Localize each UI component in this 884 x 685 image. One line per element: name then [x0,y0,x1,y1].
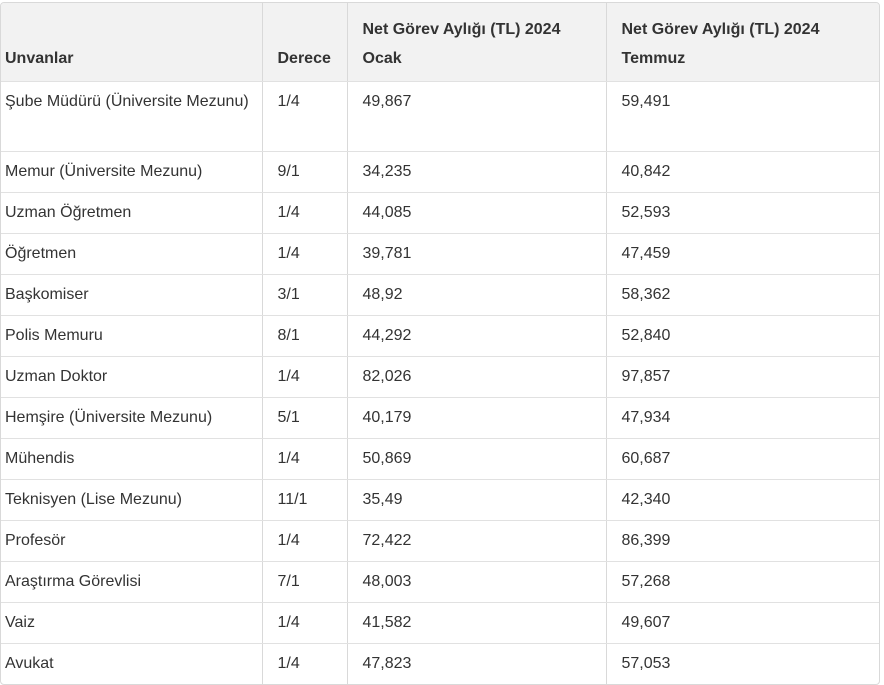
derece-cell: 3/1 [262,274,348,316]
unvan-cell: Polis Memuru [1,315,263,357]
temmuz-cell: 47,459 [606,233,879,275]
temmuz-cell: 57,268 [606,561,879,603]
temmuz-cell: 97,857 [606,356,879,398]
unvan-cell: Şube Müdürü (Üniversite Mezunu) [1,81,263,152]
unvan-cell: Avukat [1,643,263,684]
derece-cell: 7/1 [262,561,348,603]
temmuz-cell: 60,687 [606,438,879,480]
table-row: Başkomiser 3/1 48,92 58,362 [1,274,879,316]
header-unvanlar: Unvanlar [1,3,263,82]
ocak-cell: 40,179 [347,397,607,439]
unvan-cell: Hemşire (Üniversite Mezunu) [1,397,263,439]
unvan-cell: Uzman Öğretmen [1,192,263,234]
derece-cell: 1/4 [262,192,348,234]
temmuz-cell: 40,842 [606,151,879,193]
ocak-cell: 82,026 [347,356,607,398]
ocak-cell: 34,235 [347,151,607,193]
ocak-cell: 48,003 [347,561,607,603]
unvan-cell: Profesör [1,520,263,562]
unvan-cell: Uzman Doktor [1,356,263,398]
unvan-cell: Teknisyen (Lise Mezunu) [1,479,263,521]
temmuz-cell: 47,934 [606,397,879,439]
ocak-cell: 41,582 [347,602,607,644]
derece-cell: 1/4 [262,438,348,480]
unvan-cell: Memur (Üniversite Mezunu) [1,151,263,193]
unvan-cell: Başkomiser [1,274,263,316]
derece-cell: 8/1 [262,315,348,357]
ocak-cell: 35,49 [347,479,607,521]
table-row: Avukat 1/4 47,823 57,053 [1,643,879,684]
ocak-cell: 47,823 [347,643,607,684]
salary-table: Unvanlar Derece Net Görev Aylığı (TL) 20… [1,3,879,684]
header-temmuz: Net Görev Aylığı (TL) 2024 Temmuz [606,3,879,82]
temmuz-cell: 52,593 [606,192,879,234]
table-row: Uzman Öğretmen 1/4 44,085 52,593 [1,192,879,234]
table-row: Mühendis 1/4 50,869 60,687 [1,438,879,480]
table-row: Şube Müdürü (Üniversite Mezunu) 1/4 49,867… [1,81,879,152]
table-row: Hemşire (Üniversite Mezunu) 5/1 40,179 47,9… [1,397,879,439]
temmuz-cell: 49,607 [606,602,879,644]
table-row: Profesör 1/4 72,422 86,399 [1,520,879,562]
ocak-cell: 44,292 [347,315,607,357]
derece-cell: 5/1 [262,397,348,439]
table-row: Araştırma Görevlisi 7/1 48,003 57,268 [1,561,879,603]
temmuz-cell: 57,053 [621,655,671,672]
table-row: Memur (Üniversite Mezunu) 9/1 34,235 40,842 [1,151,879,193]
ocak-cell: 49,867 [347,81,607,152]
temmuz-cell: 86,399 [606,520,879,562]
derece-cell: 1/4 [262,233,348,275]
table-header-row: Unvanlar Derece Net Görev Aylığı (TL) 20… [1,3,879,82]
derece-cell: 1/4 [262,356,348,398]
ocak-cell: 44,085 [347,192,607,234]
unvan-cell: Vaiz [1,602,263,644]
temmuz-cell: 52,840 [606,315,879,357]
unvan-cell: Mühendis [1,438,263,480]
ocak-cell: 50,869 [347,438,607,480]
derece-cell: 1/4 [262,520,348,562]
ocak-cell: 48,92 [347,274,607,316]
table-body: Şube Müdürü (Üniversite Mezunu) 1/4 49,867… [1,81,879,684]
temmuz-cell: 59,491 [606,81,879,152]
temmuz-cell: 58,362 [606,274,879,316]
table-row: Vaiz 1/4 41,582 49,607 [1,602,879,644]
table-row: Teknisyen (Lise Mezunu) 11/1 35,49 42,340 [1,479,879,521]
temmuz-cell: 42,340 [606,479,879,521]
table-row: Öğretmen 1/4 39,781 47,459 [1,233,879,275]
ocak-cell: 72,422 [347,520,607,562]
table-row: Polis Memuru 8/1 44,292 52,840 [1,315,879,357]
derece-cell: 1/4 [262,81,348,152]
derece-cell: 11/1 [262,479,348,521]
derece-cell: 9/1 [262,151,348,193]
ocak-cell: 39,781 [347,233,607,275]
table-row: Uzman Doktor 1/4 82,026 97,857 [1,356,879,398]
unvan-cell: Araştırma Görevlisi [1,561,263,603]
derece-cell: 1/4 [262,602,348,644]
derece-cell: 1/4 [262,643,348,684]
unvan-cell: Öğretmen [1,233,263,275]
header-ocak: Net Görev Aylığı (TL) 2024 Ocak [347,3,607,82]
header-derece: Derece [262,3,348,82]
